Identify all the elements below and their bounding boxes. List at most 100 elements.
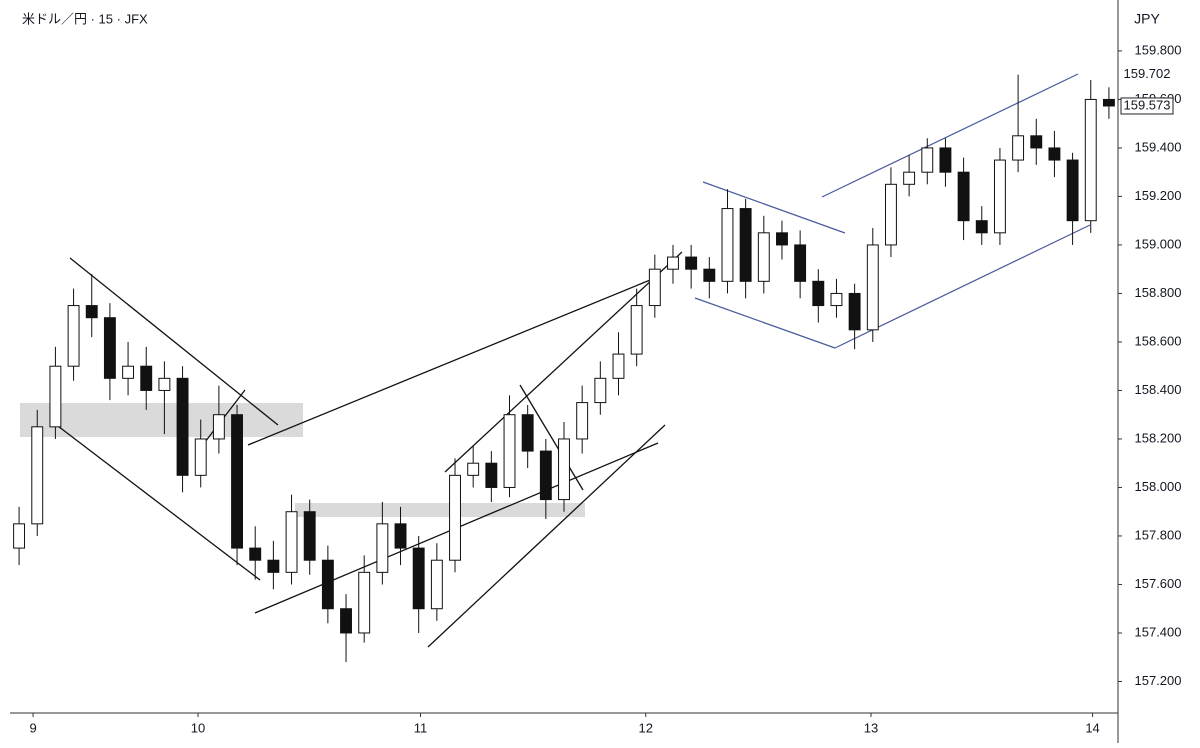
y-tick-label: 157.400	[1135, 624, 1182, 639]
candle-body	[103, 317, 116, 379]
trendlines	[49, 73, 1091, 648]
x-tick-label: 10	[191, 720, 205, 735]
candle-body	[430, 559, 443, 610]
candle-body	[249, 547, 262, 561]
candle-body	[521, 414, 534, 452]
candle-body	[612, 353, 625, 379]
price-label: 159.702	[1124, 66, 1171, 81]
candle-body	[503, 414, 516, 488]
candle-body	[140, 365, 153, 391]
trendline	[519, 384, 584, 491]
candle-body	[267, 559, 280, 573]
candle-body	[939, 147, 952, 173]
candle-body	[485, 462, 498, 488]
candle-body	[31, 426, 44, 525]
currency[interactable]: JPY	[1134, 11, 1160, 27]
candle-body	[358, 571, 371, 634]
candle-body	[848, 292, 861, 331]
candle-body	[194, 438, 207, 476]
y-tick-label: 159.400	[1135, 139, 1182, 154]
candle-body	[558, 438, 570, 501]
candle-body	[1048, 147, 1061, 161]
y-tick-label: 159.800	[1135, 42, 1182, 57]
y-tick-label: 157.200	[1135, 673, 1182, 688]
y-tick-label: 159.200	[1135, 188, 1182, 203]
candle-body	[794, 244, 807, 282]
candle-body	[812, 280, 825, 307]
zone	[295, 503, 585, 517]
price-box	[1120, 97, 1174, 115]
candle-body	[576, 402, 589, 440]
candle-body	[1102, 98, 1115, 107]
candle-body	[449, 474, 461, 561]
candle-body	[903, 171, 916, 185]
trendline	[204, 389, 246, 443]
x-tick-label: 14	[1085, 720, 1099, 735]
y-tick-label: 157.800	[1135, 527, 1182, 542]
candle-body	[757, 232, 770, 282]
candle-body	[921, 147, 934, 173]
candle-body	[212, 414, 225, 440]
trendline	[702, 181, 846, 234]
candle-body	[467, 462, 480, 476]
candle-body	[957, 171, 970, 222]
x-tick-label: 11	[414, 720, 428, 735]
candle-body	[321, 559, 334, 610]
candle-body	[866, 244, 879, 331]
candle-body	[412, 547, 425, 610]
candle-body	[630, 305, 643, 355]
candle-body	[13, 523, 26, 549]
candle-body	[667, 256, 679, 270]
zone	[20, 403, 303, 437]
trendline	[49, 419, 261, 581]
candle-body	[648, 268, 661, 307]
candle-body	[122, 365, 135, 379]
x-tick-label: 12	[639, 720, 653, 735]
trendline	[69, 257, 279, 426]
candle-body	[993, 159, 1006, 234]
candle-body	[67, 305, 80, 367]
candle-body	[394, 523, 407, 549]
candle-body	[1012, 135, 1025, 161]
candle-body	[739, 208, 752, 282]
candle-body	[885, 183, 897, 246]
candle-body	[1030, 135, 1043, 149]
trendline	[821, 73, 1079, 198]
candle-body	[1066, 159, 1079, 222]
candle-body	[231, 414, 243, 549]
candle-body	[830, 292, 843, 307]
candle-body	[176, 377, 189, 476]
x-tick-label: 9	[29, 720, 36, 735]
y-tick-label: 157.600	[1135, 576, 1182, 591]
y-tick-label: 158.200	[1135, 430, 1182, 445]
candle-body	[285, 511, 298, 573]
chart-title: 米ドル／円 · 15 · JFX	[22, 11, 148, 26]
y-tick-label: 158.400	[1135, 382, 1182, 397]
candle-body	[685, 256, 698, 270]
y-tick-label: 159.000	[1135, 236, 1182, 251]
candle-body	[340, 608, 352, 634]
x-tick-label: 13	[864, 720, 878, 735]
candle-body	[975, 220, 988, 234]
trendline	[427, 424, 666, 648]
candle-body	[158, 377, 171, 391]
candle-body	[303, 511, 316, 561]
candle-body	[721, 208, 734, 282]
trendline	[694, 297, 836, 349]
y-tick-label: 158.000	[1135, 479, 1182, 494]
candle-body	[85, 305, 98, 319]
trendline	[444, 251, 683, 473]
y-tick-label: 158.800	[1135, 285, 1182, 300]
candle-body	[376, 523, 389, 573]
price-bg	[1121, 66, 1173, 83]
candle-body	[539, 450, 552, 501]
candle-body	[594, 377, 607, 404]
y-tick-label: 158.600	[1135, 333, 1182, 348]
candle-body	[776, 232, 788, 246]
candle-body	[49, 365, 62, 428]
candle-body	[1084, 98, 1097, 222]
price-label: 159.573	[1124, 97, 1171, 112]
candle-body	[703, 268, 716, 282]
trendline	[247, 277, 656, 446]
